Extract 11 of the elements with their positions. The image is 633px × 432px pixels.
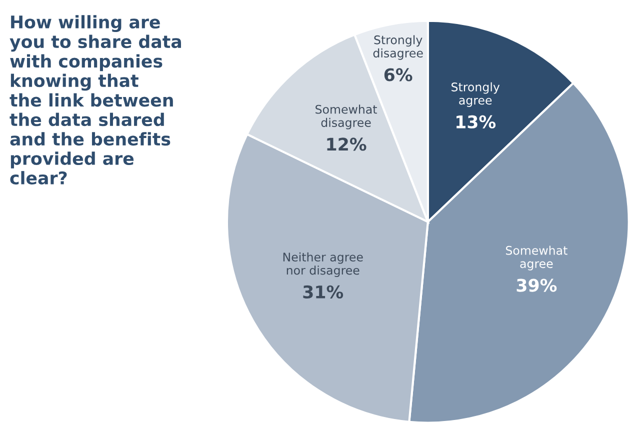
data-label: 13% [456, 115, 496, 128]
slice-label: Strongly agree [452, 82, 500, 107]
data-label: 31% [303, 285, 344, 298]
data-label: 39% [516, 278, 557, 292]
slice-label: Strongly disagree [373, 35, 423, 60]
data-label: 12% [327, 138, 366, 151]
slice-label: Somewhat agree [506, 246, 568, 270]
chart-title: How willing are you to share data with companies knowing that the link between the data shared and the benefits provided are clear? [10, 15, 181, 184]
slice-label: Somewhat disagree [316, 104, 377, 130]
data-label: 6% [384, 68, 412, 82]
slice-label: Neither agree nor disagree [283, 252, 363, 278]
